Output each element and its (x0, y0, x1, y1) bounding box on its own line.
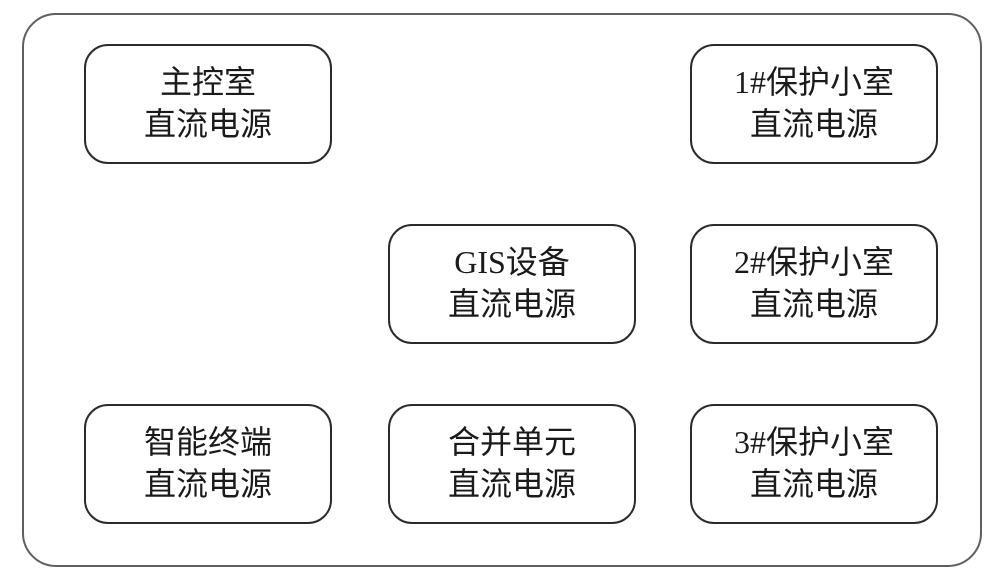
node-line2: 直流电源 (448, 284, 576, 326)
node-line2: 直流电源 (750, 104, 878, 146)
diagram-canvas: 主控室 直流电源 1#保护小室 直流电源 GIS设备 直流电源 2#保护小室 直… (0, 0, 1000, 579)
node-line1: 智能终端 (144, 422, 272, 464)
node-line1: 3#保护小室 (734, 422, 894, 464)
node-protection-room-3-dc: 3#保护小室 直流电源 (690, 404, 938, 524)
node-line2: 直流电源 (448, 464, 576, 506)
node-line2: 直流电源 (750, 464, 878, 506)
node-line1: 1#保护小室 (734, 62, 894, 104)
node-line1: GIS设备 (454, 242, 570, 284)
node-line2: 直流电源 (750, 284, 878, 326)
node-line1: 2#保护小室 (734, 242, 894, 284)
node-gis-equipment-dc: GIS设备 直流电源 (388, 224, 636, 344)
node-line2: 直流电源 (144, 464, 272, 506)
node-line2: 直流电源 (144, 104, 272, 146)
node-protection-room-2-dc: 2#保护小室 直流电源 (690, 224, 938, 344)
node-main-control-room-dc: 主控室 直流电源 (84, 44, 332, 164)
node-merging-unit-dc: 合并单元 直流电源 (388, 404, 636, 524)
node-line1: 合并单元 (448, 422, 576, 464)
node-line1: 主控室 (160, 62, 256, 104)
node-intelligent-terminal-dc: 智能终端 直流电源 (84, 404, 332, 524)
node-protection-room-1-dc: 1#保护小室 直流电源 (690, 44, 938, 164)
